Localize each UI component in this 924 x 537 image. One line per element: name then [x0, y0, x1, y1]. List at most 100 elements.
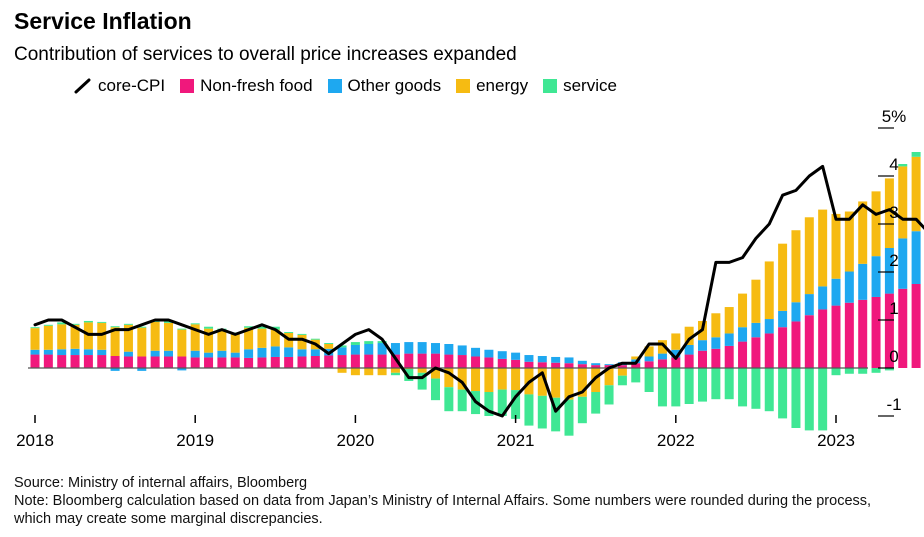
- bar-energy: [337, 368, 347, 373]
- bar-non-fresh-food: [751, 337, 761, 368]
- bar-energy: [30, 328, 40, 350]
- bar-energy: [43, 325, 53, 350]
- bar-energy: [724, 307, 734, 334]
- bar-service: [764, 368, 774, 412]
- bar-energy: [644, 346, 654, 357]
- bar-other-goods: [377, 343, 387, 355]
- bar-other-goods: [577, 360, 587, 365]
- bar-non-fresh-food: [671, 357, 681, 368]
- bar-service: [778, 368, 788, 419]
- bar-energy: [377, 368, 387, 376]
- bar-other-goods: [57, 349, 67, 356]
- bar-energy: [844, 211, 854, 272]
- bar-other-goods: [43, 349, 53, 355]
- bar-service: [123, 323, 133, 325]
- bar-non-fresh-food: [83, 355, 93, 368]
- bar-other-goods: [898, 238, 908, 289]
- bar-other-goods: [457, 345, 467, 356]
- bar-other-goods: [297, 349, 307, 357]
- bar-service: [57, 322, 67, 325]
- bar-energy: [217, 330, 227, 351]
- bar-other-goods: [30, 349, 40, 355]
- bar-other-goods: [404, 342, 414, 354]
- bar-energy: [110, 327, 120, 356]
- y-tick-label: 4: [889, 155, 898, 174]
- bar-energy: [324, 344, 334, 349]
- bar-other-goods: [818, 286, 828, 310]
- bar-energy: [204, 328, 214, 353]
- bar-non-fresh-food: [137, 356, 147, 368]
- bar-energy: [657, 340, 667, 354]
- bar-service: [30, 327, 40, 329]
- bar-service: [137, 326, 147, 328]
- bar-energy: [871, 191, 881, 257]
- bar-service: [284, 332, 294, 333]
- bar-service: [97, 321, 107, 323]
- bar-non-fresh-food: [310, 356, 320, 368]
- bar-energy: [57, 324, 67, 350]
- bar-energy: [257, 328, 267, 348]
- bar-other-goods: [190, 350, 200, 358]
- bar-non-fresh-food: [537, 362, 547, 368]
- bar-energy: [230, 333, 240, 353]
- bar-energy: [577, 368, 587, 397]
- bar-service: [698, 368, 707, 402]
- bar-energy: [497, 368, 507, 390]
- bar-other-goods: [884, 248, 894, 294]
- bar-non-fresh-food: [364, 354, 374, 368]
- chart-title: Service Inflation: [14, 8, 192, 34]
- source-note: Source: Ministry of internal affairs, Bl…: [14, 475, 308, 491]
- bar-non-fresh-food: [591, 365, 601, 368]
- chart-subtitle: Contribution of services to overall pric…: [14, 44, 517, 65]
- bar-energy: [898, 166, 908, 239]
- bar-other-goods: [644, 356, 654, 362]
- bar-service: [257, 326, 267, 329]
- bar-non-fresh-food: [70, 355, 80, 368]
- bar-other-goods: [110, 368, 120, 371]
- bar-other-goods: [858, 263, 868, 300]
- bar-non-fresh-food: [324, 355, 334, 368]
- bar-service: [190, 323, 200, 325]
- bar-other-goods: [164, 350, 173, 357]
- bar-energy: [631, 356, 641, 360]
- legend: core-CPI Non-fresh food Other goods ener…: [74, 76, 632, 96]
- bar-non-fresh-food: [337, 355, 347, 368]
- bar-non-fresh-food: [190, 357, 200, 368]
- bar-other-goods: [417, 342, 427, 354]
- bar-service: [537, 395, 547, 429]
- color-swatch-icon: [543, 79, 558, 93]
- bar-non-fresh-food: [270, 356, 280, 368]
- bar-service: [390, 372, 400, 376]
- bar-other-goods: [657, 353, 667, 360]
- bar-non-fresh-food: [778, 327, 788, 368]
- bar-energy: [97, 322, 107, 350]
- bar-energy: [831, 213, 841, 279]
- bar-service: [43, 324, 53, 326]
- bar-other-goods: [444, 344, 454, 355]
- bar-other-goods: [551, 356, 561, 363]
- bar-energy: [778, 243, 788, 311]
- bar-non-fresh-food: [804, 315, 814, 368]
- y-tick-label: 5%: [882, 107, 907, 126]
- bar-service: [484, 392, 494, 416]
- line-core-cpi: [33, 164, 924, 418]
- bar-other-goods: [431, 343, 440, 354]
- color-swatch-icon: [327, 79, 342, 93]
- bar-service: [751, 368, 761, 409]
- bar-non-fresh-food: [390, 354, 400, 368]
- bar-energy: [190, 324, 200, 351]
- y-tick-label: 2: [889, 251, 898, 270]
- bar-non-fresh-food: [484, 357, 494, 368]
- bar-other-goods: [204, 352, 214, 358]
- x-tick-label: 2019: [176, 431, 214, 450]
- bar-energy: [551, 368, 561, 398]
- bar-non-fresh-food: [150, 356, 160, 368]
- bar-service: [310, 338, 320, 340]
- bar-non-fresh-food: [177, 356, 187, 368]
- bar-energy: [671, 333, 681, 350]
- bar-non-fresh-food: [57, 355, 67, 368]
- bar-other-goods: [764, 319, 774, 334]
- bar-non-fresh-food: [738, 341, 748, 368]
- y-tick-label: 3: [889, 203, 898, 222]
- bar-energy: [617, 368, 627, 376]
